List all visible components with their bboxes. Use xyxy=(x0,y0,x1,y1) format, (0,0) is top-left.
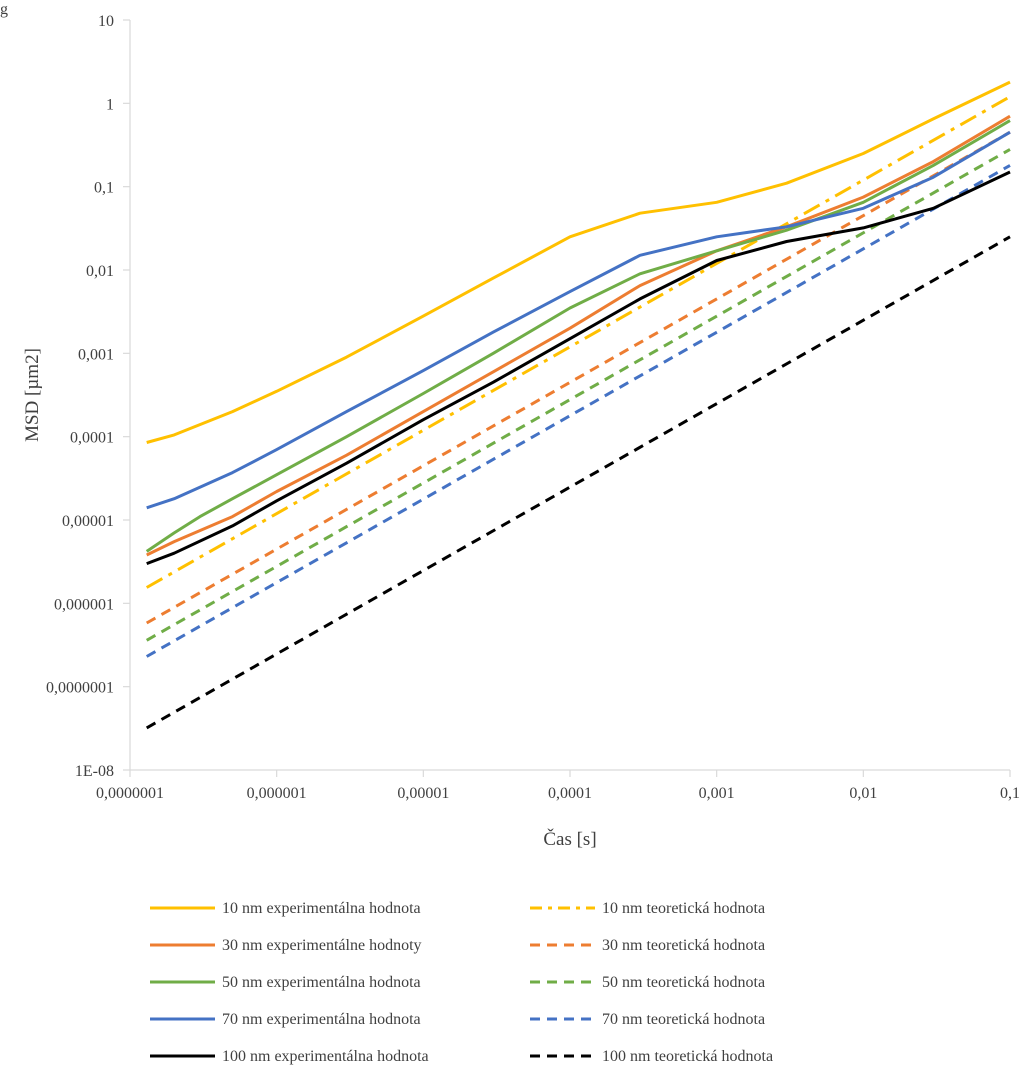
legend-label: 30 nm teoretická hodnota xyxy=(602,937,765,954)
legend-label: 50 nm experimentálna hodnota xyxy=(222,974,421,991)
y-tick-label: 0,01 xyxy=(86,263,114,280)
series-line-6 xyxy=(145,148,1011,642)
y-tick-label: 0,1 xyxy=(94,180,114,197)
legend-label: 30 nm experimentálne hodnoty xyxy=(222,937,422,954)
x-tick-label: 0,01 xyxy=(849,785,877,802)
legend-label: 100 nm teoretická hodnota xyxy=(602,1048,773,1065)
legend-label: 70 nm teoretická hodnota xyxy=(602,1011,765,1028)
top-fragment-text: g xyxy=(0,1,8,18)
y-tick-label: 1 xyxy=(106,96,114,113)
series-line-10 xyxy=(145,235,1011,730)
x-tick-label: 0,0001 xyxy=(548,785,592,802)
x-axis-title: Čas [s] xyxy=(543,828,596,850)
series-line-2 xyxy=(145,95,1011,589)
x-ticks: 0,0000001 0,000001 0,00001 0,0001 0,001 0,01 0… xyxy=(96,770,1020,802)
series-line-7 xyxy=(146,130,1011,510)
plot-area: 1E-08 0,0000001 0,000001 0,00001 0,0001 0,001… xyxy=(46,13,1020,802)
x-tick-label: 0,000001 xyxy=(247,785,307,802)
y-axis-title: MSD [µm2] xyxy=(22,348,43,442)
series-line-4 xyxy=(145,130,1011,625)
series-line-9 xyxy=(146,170,1011,566)
series-lines xyxy=(145,80,1011,730)
x-tick-label: 0,0000001 xyxy=(96,785,164,802)
legend-label: 10 nm teoretická hodnota xyxy=(602,900,765,917)
x-tick-label: 0,001 xyxy=(699,785,735,802)
legend-label: 70 nm experimentálna hodnota xyxy=(222,1011,421,1028)
series-line-1 xyxy=(146,80,1011,444)
legend: 10 nm experimentálna hodnota 10 nm teoret… xyxy=(150,900,773,1065)
y-ticks: 1E-08 0,0000001 0,000001 0,00001 0,0001 0,001… xyxy=(46,13,130,780)
y-tick-label: 0,001 xyxy=(78,346,114,363)
y-tick-label: 0,0001 xyxy=(70,430,114,447)
legend-label: 10 nm experimentálna hodnota xyxy=(222,900,421,917)
series-line-8 xyxy=(145,164,1011,658)
x-tick-label: 0,1 xyxy=(1000,785,1020,802)
series-line-3 xyxy=(146,114,1011,557)
legend-label: 50 nm teoretická hodnota xyxy=(602,974,765,991)
series-line-5 xyxy=(145,119,1011,553)
y-tick-label: 0,000001 xyxy=(54,596,114,613)
y-tick-label: 0,0000001 xyxy=(46,680,114,697)
x-tick-label: 0,00001 xyxy=(397,785,449,802)
legend-label: 100 nm experimentálna hodnota xyxy=(222,1048,429,1065)
y-tick-label: 0,00001 xyxy=(62,513,114,530)
y-tick-label: 10 xyxy=(98,13,114,30)
y-tick-label: 1E-08 xyxy=(75,763,114,780)
